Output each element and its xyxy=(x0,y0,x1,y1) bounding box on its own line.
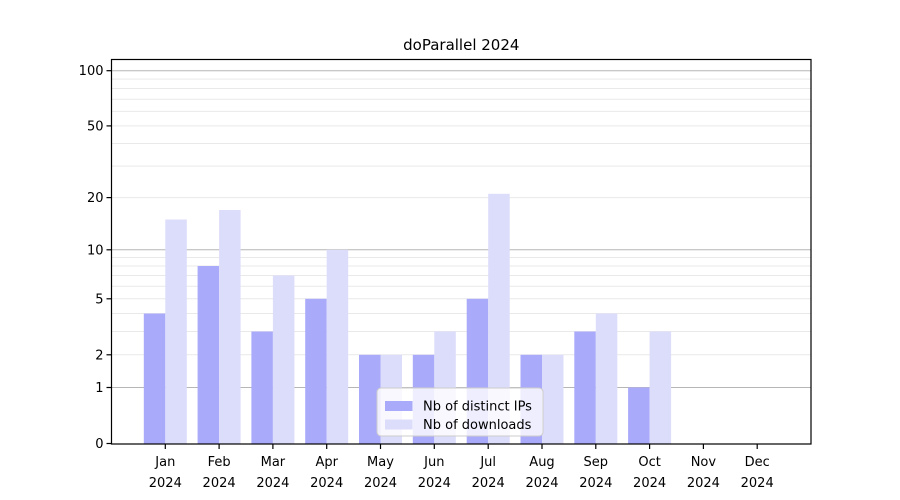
x-tick-label-year-apr: 2024 xyxy=(310,476,343,491)
x-tick-label-year-jul: 2024 xyxy=(472,476,505,491)
x-tick-label-year-feb: 2024 xyxy=(203,476,236,491)
y-tick-label-5: 5 xyxy=(95,292,103,307)
y-tick-label-1: 1 xyxy=(95,381,103,396)
x-tick-label-year-dec: 2024 xyxy=(741,476,774,491)
x-tick-label-year-sep: 2024 xyxy=(579,476,612,491)
y-tick-label-10: 10 xyxy=(87,243,104,258)
y-tick-label-20: 20 xyxy=(87,191,104,206)
y-tick-label-100: 100 xyxy=(79,64,104,79)
x-tick-label-year-aug: 2024 xyxy=(525,476,558,491)
axis-tick-labels: 0 1 2 5 10 20 50 100 Jan 2024 Feb 2024 Mar 2024 Apr 202… xyxy=(79,64,774,491)
legend-label-downloads: Nb of downloads xyxy=(423,418,532,433)
y-tick-label-2: 2 xyxy=(95,348,103,363)
x-tick-label-month-may: May xyxy=(367,455,394,470)
bar-distinct-ips-sep xyxy=(574,331,596,444)
x-tick-label-month-mar: Mar xyxy=(261,455,286,470)
bar-downloads-mar xyxy=(272,275,295,444)
x-tick-label-month-apr: Apr xyxy=(315,455,338,470)
x-tick-label-year-nov: 2024 xyxy=(687,476,720,491)
bar-downloads-sep xyxy=(595,313,618,444)
y-tick-label-50: 50 xyxy=(87,119,104,134)
x-tick-label-month-jun: Jun xyxy=(423,455,444,470)
bar-distinct-ips-feb xyxy=(197,266,220,444)
axis-ticks xyxy=(106,70,758,449)
bar-downloads-aug xyxy=(542,354,564,444)
legend-label-distinct-ips: Nb of distinct IPs xyxy=(423,400,532,415)
bar-downloads-jan xyxy=(165,219,187,444)
x-tick-label-year-mar: 2024 xyxy=(256,476,289,491)
plot-frame xyxy=(110,58,812,445)
legend: Nb of distinct IPs Nb of downloads xyxy=(376,387,544,437)
bar-downloads-jul xyxy=(488,193,510,444)
x-tick-label-year-may: 2024 xyxy=(364,476,397,491)
x-tick-label-month-sep: Sep xyxy=(584,455,609,470)
bar-downloads-feb xyxy=(219,210,241,444)
x-tick-label-year-jun: 2024 xyxy=(418,476,451,491)
bar-distinct-ips-oct xyxy=(628,387,650,444)
legend-box xyxy=(376,387,544,437)
legend-swatch-distinct-ips xyxy=(385,401,413,411)
x-tick-label-month-jan: Jan xyxy=(154,455,175,470)
x-tick-label-month-nov: Nov xyxy=(691,455,717,470)
chart-title: doParallel 2024 xyxy=(403,36,519,54)
bar-downloads-oct xyxy=(649,331,672,444)
x-tick-label-year-jan: 2024 xyxy=(149,476,182,491)
bar-distinct-ips-jan xyxy=(143,313,166,444)
bar-downloads-apr xyxy=(326,249,349,444)
x-tick-label-month-aug: Aug xyxy=(529,455,554,470)
legend-swatch-downloads xyxy=(385,419,413,430)
x-tick-label-month-feb: Feb xyxy=(208,455,231,470)
y-tick-label-0: 0 xyxy=(95,437,103,452)
x-tick-label-month-oct: Oct xyxy=(638,455,660,470)
bar-distinct-ips-mar xyxy=(251,331,273,444)
x-tick-label-year-oct: 2024 xyxy=(633,476,666,491)
bar-distinct-ips-apr xyxy=(305,298,327,444)
x-tick-label-month-jul: Jul xyxy=(479,455,496,470)
x-tick-label-month-dec: Dec xyxy=(745,455,770,470)
bar-distinct-ips-may xyxy=(359,354,381,444)
